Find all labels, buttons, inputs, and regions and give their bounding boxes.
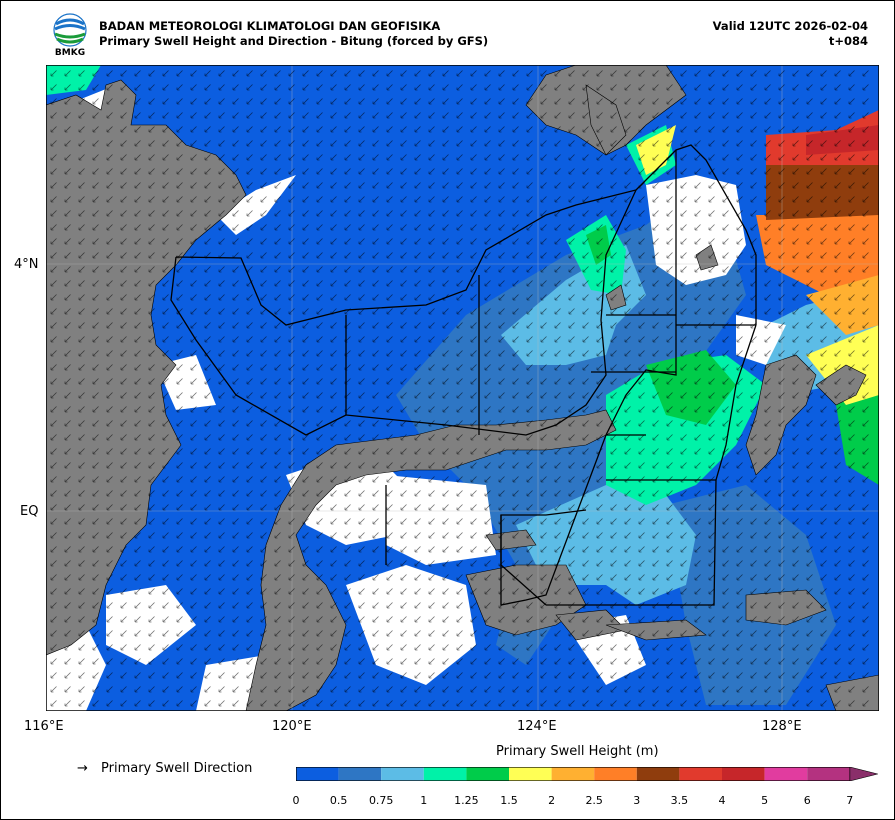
lon-tick: 124°E bbox=[517, 719, 557, 734]
colorbar-segment bbox=[381, 767, 424, 781]
colorbar-segment bbox=[423, 767, 467, 781]
swell-zone-1-25-east bbox=[836, 385, 879, 485]
direction-legend-label: Primary Swell Direction bbox=[101, 761, 253, 776]
swell-map bbox=[46, 65, 879, 711]
swell-zone-4 bbox=[806, 125, 879, 155]
lon-tick: 120°E bbox=[272, 719, 312, 734]
colorbar-segment bbox=[594, 767, 637, 781]
swell-arrow-grid bbox=[50, 70, 869, 707]
colorbar-segment bbox=[338, 767, 382, 781]
land-island bbox=[605, 284, 627, 311]
colorbar-segment bbox=[722, 767, 765, 781]
nodata-patch bbox=[386, 475, 496, 565]
forecast-step: t+084 bbox=[828, 34, 868, 48]
land-sulawesi bbox=[245, 409, 617, 711]
colorbar-tick-label: 1.25 bbox=[454, 794, 479, 807]
colorbar-tick-label: 1 bbox=[420, 794, 428, 807]
colorbar-tick-label: 6 bbox=[803, 794, 811, 807]
colorbar-tick-label: 0.5 bbox=[329, 794, 348, 807]
land-halmahera-e bbox=[815, 364, 867, 406]
colorbar-segment bbox=[764, 767, 808, 781]
colorbar-segment bbox=[551, 767, 595, 781]
graticule bbox=[46, 65, 879, 711]
lon-tick: 116°E bbox=[24, 719, 64, 734]
nodata-patch bbox=[106, 585, 196, 665]
swell-zone-1-25-north bbox=[586, 225, 611, 265]
colorbar-tick-label: 2 bbox=[548, 794, 556, 807]
swell-zone-2-5 bbox=[756, 215, 879, 305]
colorbar-segment bbox=[679, 767, 722, 781]
colorbar-tick-label: 5 bbox=[761, 794, 769, 807]
swell-zone-2 bbox=[806, 275, 879, 335]
lon-tick: 128°E bbox=[762, 719, 802, 734]
colorbar-tick-label: 3 bbox=[633, 794, 641, 807]
colorbar-segment bbox=[807, 767, 850, 781]
colorbar-segment bbox=[636, 767, 680, 781]
colorbar-tick-label: 2.5 bbox=[585, 794, 603, 807]
swell-zone-3 bbox=[766, 160, 879, 220]
org-title: BADAN METEOROLOGI KLIMATOLOGI DAN GEOFIS… bbox=[99, 19, 441, 33]
colorbar-tick-label: 4 bbox=[718, 794, 726, 807]
direction-arrow-icon: → bbox=[77, 761, 88, 776]
colorbar-tick-label: 7 bbox=[846, 794, 854, 807]
swell-direction-arrows bbox=[50, 70, 869, 707]
colorbar-tick-label: 0.75 bbox=[368, 794, 394, 807]
colorbar-tick-label: 3.5 bbox=[670, 794, 689, 807]
colorbar-segment bbox=[296, 767, 339, 781]
nodata-patch bbox=[346, 565, 476, 685]
colorbar-title: Primary Swell Height (m) bbox=[496, 744, 659, 759]
valid-time: Valid 12UTC 2026-02-04 bbox=[712, 19, 868, 33]
lat-tick: 4°N bbox=[14, 257, 39, 272]
map-subtitle: Primary Swell Height and Direction - Bit… bbox=[99, 34, 489, 48]
colorbar-segment bbox=[509, 767, 552, 781]
lat-tick: EQ bbox=[20, 504, 39, 519]
nodata-patch bbox=[216, 175, 296, 235]
colorbar-extend-arrow bbox=[849, 767, 878, 781]
forecast-area-boundaries bbox=[170, 144, 757, 606]
colorbar bbox=[296, 767, 878, 781]
colorbar-tick-label: 0 bbox=[292, 794, 300, 807]
swell-zone-1-5-n bbox=[636, 125, 676, 175]
land-banggai bbox=[485, 529, 537, 551]
swell-zone-1-nw bbox=[46, 65, 101, 95]
colorbar-tick-label: 1.5 bbox=[500, 794, 518, 807]
nodata-patch bbox=[736, 315, 786, 365]
svg-text:BMKG: BMKG bbox=[55, 48, 85, 57]
bmkg-logo: BMKG bbox=[50, 13, 90, 58]
colorbar-segment bbox=[466, 767, 509, 781]
